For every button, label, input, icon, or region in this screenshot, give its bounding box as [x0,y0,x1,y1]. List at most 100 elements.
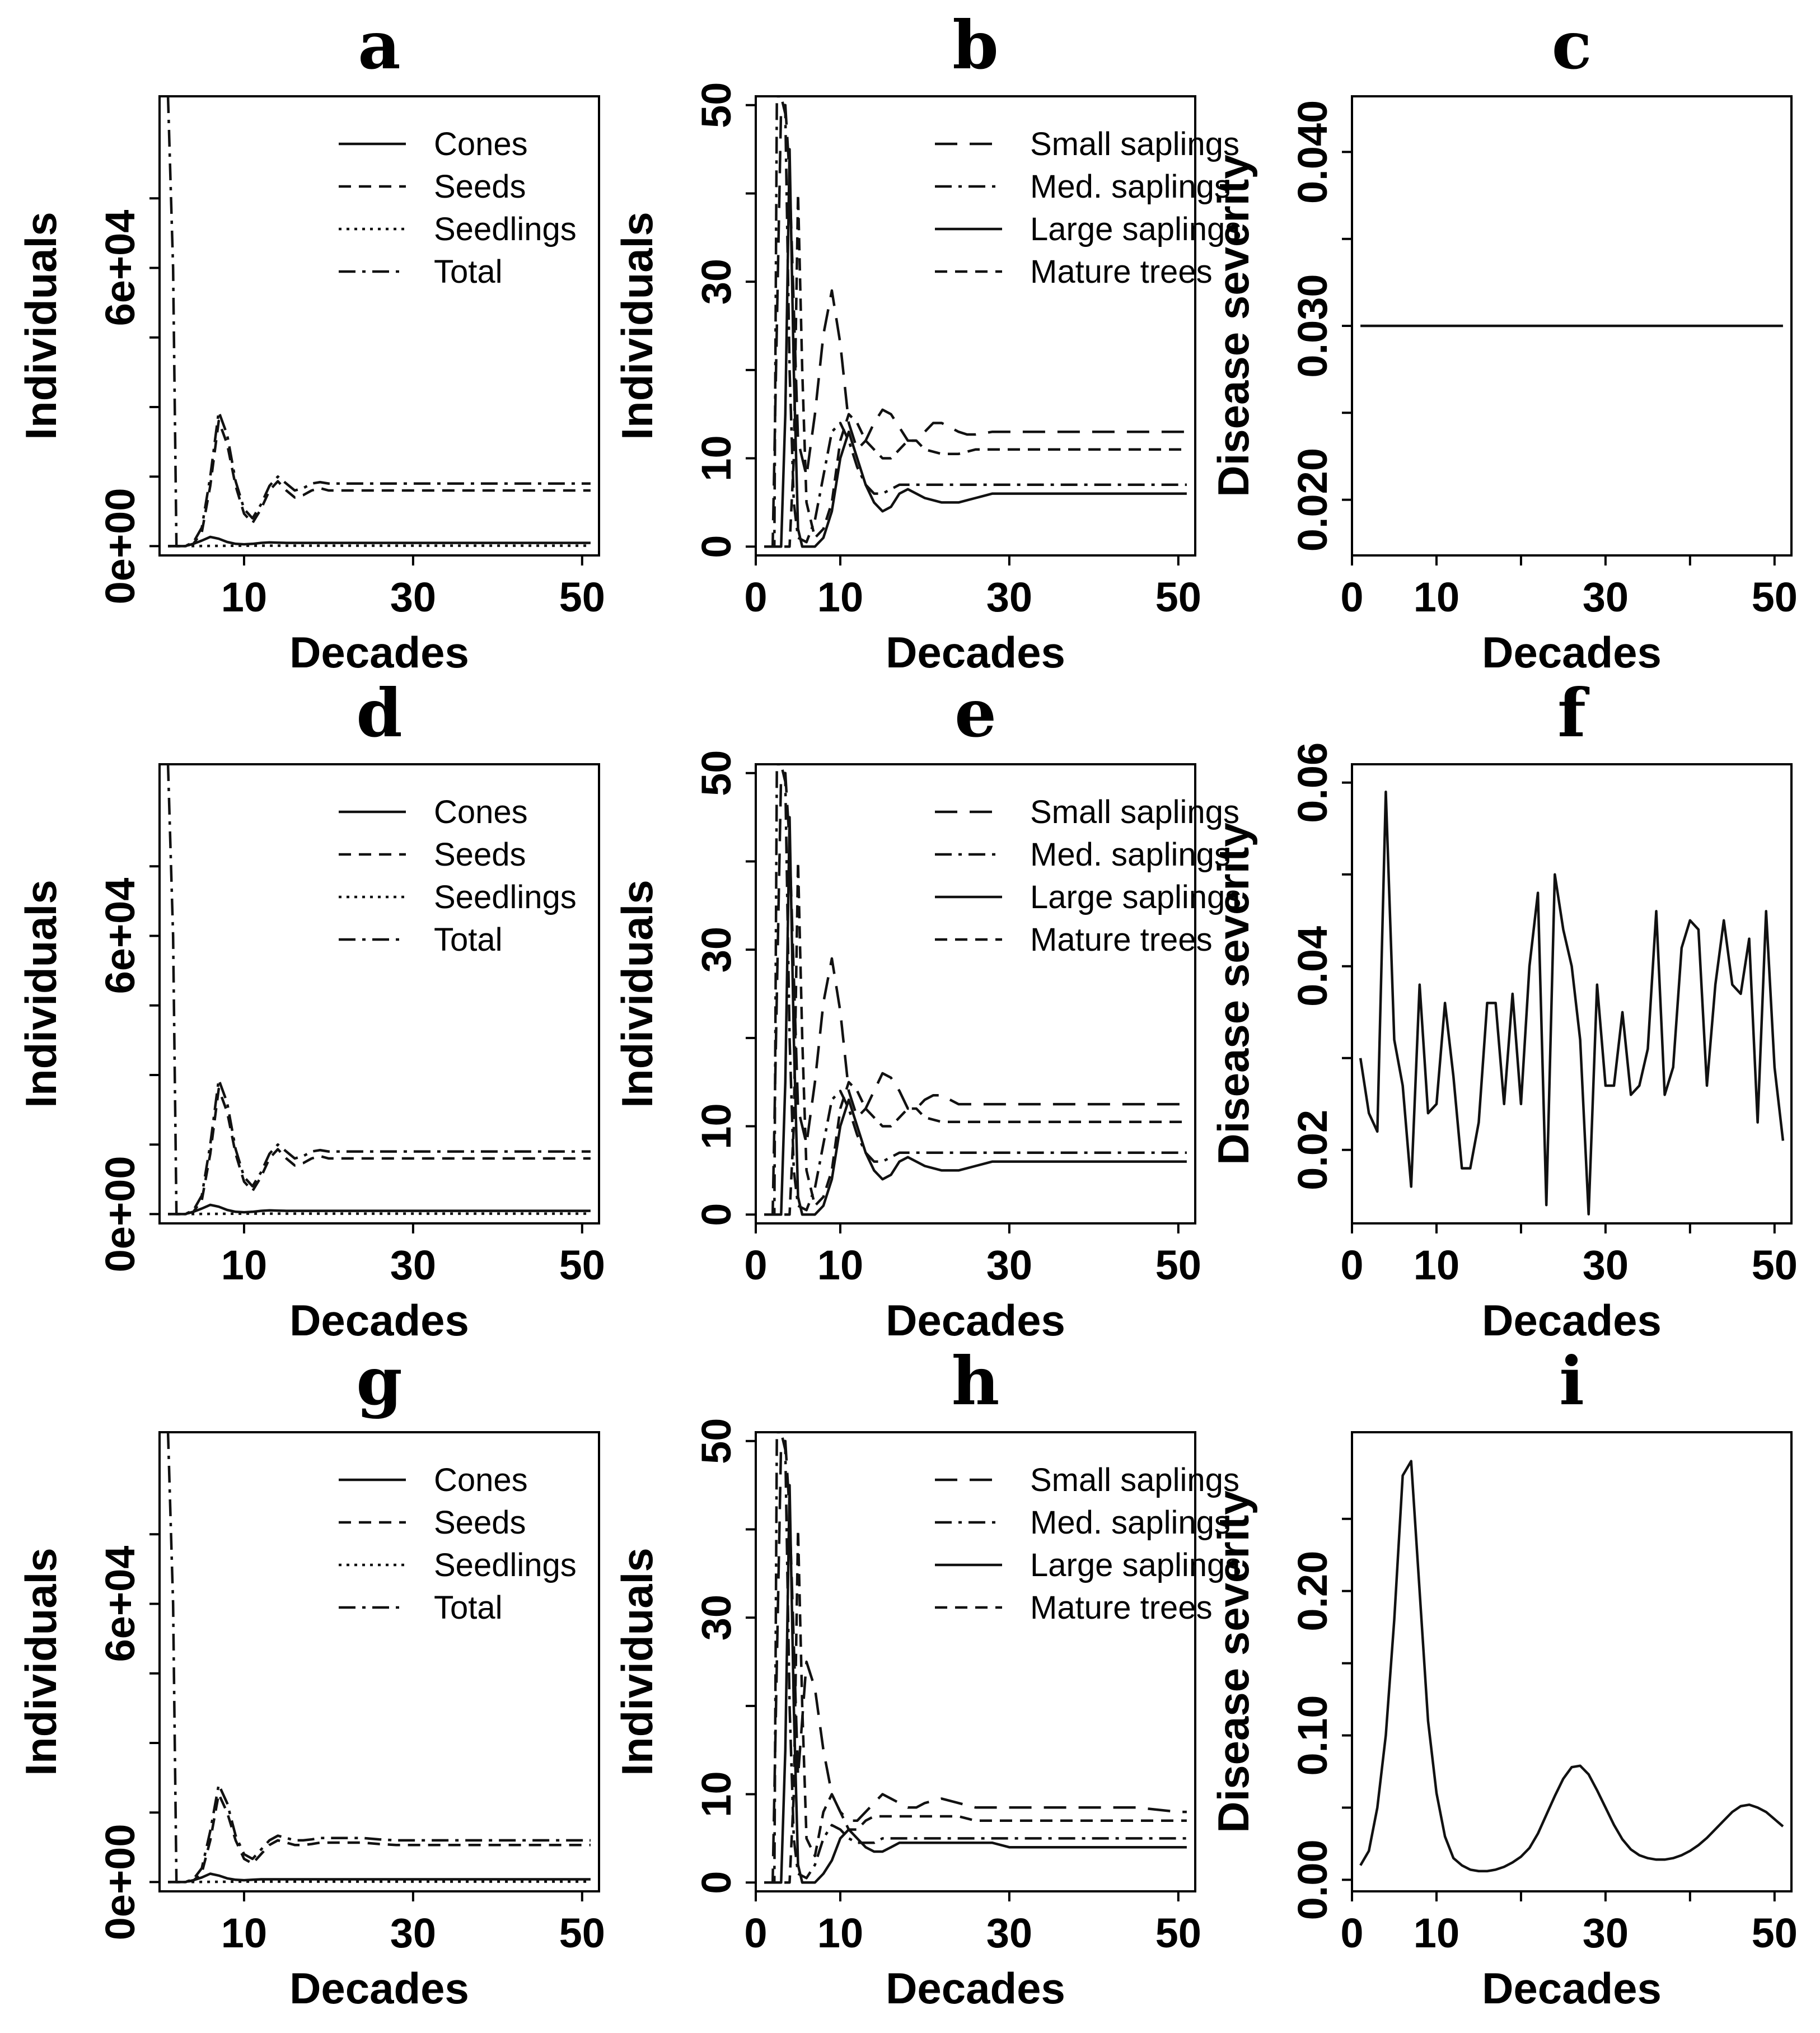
x-axis-title: Decades [1482,628,1662,677]
x-axis-title: Decades [289,1296,469,1345]
legend-label: Mature trees [1030,922,1213,958]
legend-label: Cones [434,126,528,162]
series-line-small-saplings [764,772,1187,1216]
series-line-total [166,764,591,1216]
y-tick-label: 6e+04 [97,878,143,994]
series-line-large-saplings [764,148,1187,548]
x-tick-label: 30 [1583,1910,1629,1956]
series-line-med-saplings [764,96,1187,548]
x-axis-title: Decades [886,1964,1065,2013]
series-line-large-saplings [764,1484,1187,1884]
panel-g: g 10 30 50 0e+00 6e+04 Decades Individuals Cones… [16,1342,605,2013]
x-tick-label: 30 [1583,574,1629,620]
panel-label-b: b [952,6,999,84]
y-axis-title: Individuals [16,212,65,440]
x-tick-label: 50 [1752,574,1798,620]
y-axis-title: Individuals [16,880,65,1107]
y-tick-label: 0.20 [1289,1551,1336,1632]
y-tick-label: 0e+00 [97,1156,143,1273]
x-axis-title: Decades [886,1296,1065,1345]
y-tick-label: 10 [693,1771,740,1817]
x-tick-label: 0 [744,1910,767,1956]
x-axis-title: Decades [289,1964,469,2013]
plot-frame [755,763,1196,1225]
x-tick-label: 50 [1752,1242,1798,1288]
y-axis-title: Individuals [612,1548,662,1775]
x-tick-label: 10 [221,574,267,620]
x-tick-label: 10 [817,574,863,620]
y-tick-label: 30 [693,927,740,973]
legend-label: Small saplings [1030,1462,1239,1498]
y-tick-label: 50 [693,750,740,796]
y-tick-label: 0 [693,1203,740,1226]
y-axis-title: Disease severity [1209,155,1258,497]
panel-label-g: g [356,1342,403,1420]
x-tick-label: 30 [390,574,436,620]
x-tick-label: 30 [986,1910,1032,1956]
y-tick-label: 0e+00 [97,1824,143,1941]
x-tick-label: 50 [1155,1910,1201,1956]
x-tick-label: 10 [1414,1242,1459,1288]
x-axis-title: Decades [886,628,1065,677]
y-tick-label: 0.02 [1289,1110,1336,1190]
plot-frame [1351,763,1793,1225]
panel-d: d 10 30 50 0e+00 6e+04 Decades Individuals Cones… [16,674,605,1345]
legend-label: Total [434,922,503,958]
x-tick-label: 10 [221,1910,267,1956]
x-axis-title: Decades [1482,1964,1662,2013]
x-tick-label: 50 [1155,574,1201,620]
y-tick-label: 0e+00 [97,488,143,605]
panel-h: h 0 10 30 50 0 10 30 50 Decades Individuals Small s… [612,1342,1241,2013]
x-tick-label: 50 [559,1910,605,1956]
series-line-seeds [168,1792,591,1884]
panel-a: a 10 30 50 0e+00 6e+04 Decades Individuals Cones… [16,6,605,677]
legend-label: Seeds [434,836,526,873]
y-tick-label: 0.020 [1289,448,1336,552]
legend-label: Small saplings [1030,126,1239,162]
x-tick-label: 30 [986,1242,1032,1288]
legend-label: Mature trees [1030,1590,1213,1626]
legend-label: Total [434,254,503,290]
series-line-seeds [168,1087,591,1216]
plot-frame [755,95,1196,557]
series-line-cones [168,535,591,548]
series-line-mature-trees [764,192,1187,548]
y-tick-label: 0 [693,535,740,558]
x-tick-label: 0 [1340,574,1363,620]
x-tick-label: 0 [744,1242,767,1288]
legend-label: Cones [434,794,528,830]
panel-b: b 0 10 30 50 0 10 30 50 Decades Individuals Small s… [612,6,1241,677]
legend-label: Seedlings [434,211,577,247]
x-tick-label: 30 [986,574,1032,620]
x-tick-label: 10 [817,1910,863,1956]
legend-label: Seedlings [434,1547,577,1583]
plot-frame [1351,1431,1793,1892]
panel-label-i: i [1559,1342,1584,1420]
legend-label: Mature trees [1030,254,1213,290]
legend-label: Med. saplings [1030,169,1231,205]
y-tick-label: 0.10 [1289,1695,1336,1775]
panel-i: i 0 10 30 50 0.00 0.10 0.20 Decades Disease sever… [1209,1342,1798,2013]
series-line-large-saplings [764,816,1187,1216]
y-tick-label: 6e+04 [97,1546,143,1662]
y-tick-label: 10 [693,1103,740,1149]
legend-label: Large saplings [1030,1547,1241,1583]
x-tick-label: 30 [1583,1242,1629,1288]
x-tick-label: 0 [1340,1910,1363,1956]
legend-label: Cones [434,1462,528,1498]
panel-e: e 0 10 30 50 0 10 30 50 Decades Individuals Small s… [612,674,1241,1345]
panel-label-a: a [358,6,400,84]
plot-frame [158,95,600,557]
panel-label-d: d [356,674,403,752]
x-tick-label: 50 [559,574,605,620]
series-line-mature-trees [764,860,1187,1216]
panel-f: f 0 10 30 50 0.02 0.04 0.06 Decades Disease sever… [1209,674,1798,1345]
plot-frame [158,763,600,1225]
series-line-severity [1359,1460,1784,1873]
x-tick-label: 10 [221,1242,267,1288]
legend-label: Total [434,1590,503,1626]
y-tick-label: 0.00 [1289,1839,1336,1920]
y-axis-title: Disease severity [1209,1490,1258,1833]
plot-frame [158,1431,600,1892]
